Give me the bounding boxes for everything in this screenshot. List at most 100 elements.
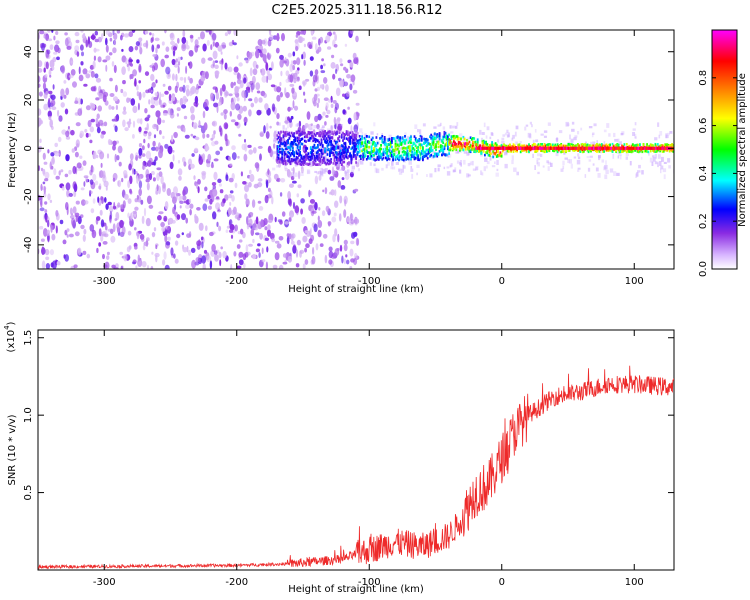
signal-cell — [422, 147, 424, 150]
noise-cell — [49, 249, 55, 256]
signal-cell — [462, 142, 465, 145]
signal-cell — [481, 141, 484, 145]
signal-cell — [414, 139, 417, 142]
haze-cell — [466, 137, 470, 141]
noise-cell — [185, 204, 190, 209]
signal-cell — [317, 145, 319, 149]
signal-cell — [381, 153, 384, 157]
noise-cell — [150, 265, 154, 269]
haze-cell — [653, 157, 656, 162]
haze-cell — [272, 167, 276, 171]
signal-cell — [292, 147, 294, 150]
noise-cell — [276, 32, 280, 42]
noise-cell — [248, 243, 253, 247]
signal-cell — [548, 149, 551, 153]
noise-cell — [256, 90, 261, 94]
signal-cell — [329, 162, 331, 165]
noise-cell — [121, 48, 124, 52]
signal-cell — [404, 150, 406, 154]
noise-cell — [39, 30, 45, 35]
signal-cell — [449, 148, 452, 152]
noise-cell — [243, 77, 247, 84]
noise-cell — [94, 73, 99, 79]
noise-cell — [229, 224, 235, 231]
x-tick-label: -100 — [358, 276, 381, 287]
noise-cell — [349, 248, 354, 257]
haze-cell — [483, 166, 486, 172]
noise-cell — [231, 152, 237, 161]
signal-cell — [461, 143, 464, 147]
signal-core-cell — [556, 146, 559, 150]
signal-cell — [459, 147, 461, 151]
signal-cell — [572, 143, 574, 147]
signal-cell — [388, 147, 391, 150]
haze-cell — [276, 165, 280, 168]
signal-cell — [295, 158, 298, 161]
signal-cell — [528, 143, 530, 146]
noise-cell — [350, 218, 355, 225]
noise-cell — [202, 43, 207, 52]
haze-cell — [471, 160, 474, 166]
signal-core-cell — [502, 146, 505, 150]
signal-cell — [430, 146, 433, 149]
signal-cell — [299, 153, 301, 156]
signal-cell — [470, 138, 473, 141]
signal-cell — [363, 155, 366, 159]
noise-cell — [238, 239, 243, 243]
haze-cell — [303, 125, 307, 129]
noise-cell — [154, 92, 158, 96]
noise-cell — [244, 138, 246, 143]
noise-cell — [134, 206, 139, 211]
haze-cell — [452, 125, 456, 129]
signal-cell — [389, 142, 392, 146]
signal-cell — [656, 149, 659, 152]
haze-cell — [324, 168, 328, 173]
noise-cell — [44, 209, 48, 214]
noise-cell — [138, 143, 143, 148]
signal-cell — [314, 138, 317, 141]
haze-cell — [434, 168, 437, 173]
signal-cell — [389, 144, 392, 148]
noise-cell — [38, 91, 43, 97]
noise-cell — [171, 73, 175, 81]
haze-cell — [411, 173, 414, 179]
signal-cell — [289, 153, 292, 157]
noise-cell — [134, 246, 138, 250]
signal-cell — [586, 149, 589, 152]
noise-cell — [83, 83, 88, 87]
noise-cell — [94, 180, 99, 186]
noise-cell — [328, 221, 331, 227]
noise-cell — [289, 183, 294, 188]
noise-cell — [104, 261, 110, 269]
signal-cell — [416, 150, 418, 153]
haze-cell — [595, 167, 599, 172]
noise-cell — [74, 212, 80, 218]
signal-cell — [327, 148, 330, 151]
noise-cell — [218, 183, 222, 187]
noise-cell — [73, 190, 77, 198]
signal-cell — [609, 143, 611, 147]
signal-cell — [369, 157, 372, 160]
signal-cell — [312, 161, 315, 164]
noise-cell — [159, 91, 162, 100]
signal-cell — [438, 132, 441, 135]
noise-cell — [219, 259, 222, 267]
signal-cell — [486, 143, 489, 146]
noise-cell — [327, 99, 332, 103]
noise-cell — [50, 99, 56, 107]
signal-core-cell — [500, 146, 503, 150]
noise-cell — [187, 76, 190, 81]
noise-cell — [174, 258, 179, 264]
haze-cell — [569, 134, 571, 140]
signal-cell — [480, 148, 483, 152]
snr-frame — [37, 329, 675, 571]
haze-cell — [291, 172, 294, 176]
signal-cell — [363, 150, 366, 153]
signal-cell — [577, 143, 579, 146]
noise-cell — [50, 165, 54, 170]
noise-cell — [87, 120, 92, 128]
noise-cell — [49, 199, 53, 203]
noise-cell — [167, 146, 173, 154]
noise-cell — [318, 207, 321, 211]
noise-cell — [88, 41, 93, 48]
